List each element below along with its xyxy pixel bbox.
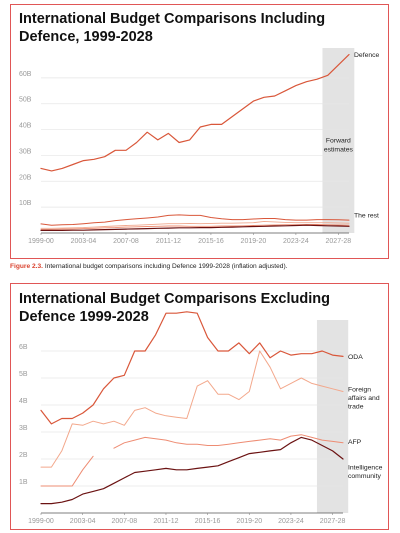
series-label: Defence (354, 52, 380, 59)
figure-label: Figure 2.3. (10, 263, 43, 270)
x-tick-label: 2007-08 (111, 518, 137, 525)
x-tick-label: 2019-20 (236, 518, 262, 525)
chart-panel-including-defence: International Budget Comparisons Includi… (10, 4, 389, 259)
series-line-foreign-affairs-and-trade (40, 350, 344, 468)
series-label: ODA (348, 354, 363, 361)
chart-title: International Budget Comparisons Excludi… (19, 291, 330, 325)
chart-title: International Budget Comparisons Includi… (19, 11, 326, 45)
series-line (40, 224, 350, 231)
y-tick-label: 50B (19, 97, 32, 104)
forward-estimates-region (316, 320, 349, 513)
x-tick-label: 2015-16 (195, 518, 221, 525)
y-tick-label: 40B (19, 123, 32, 130)
series-line-defence (40, 54, 350, 172)
y-tick-label: 30B (19, 148, 32, 155)
y-tick-label: 60B (19, 71, 32, 78)
series-line (40, 224, 350, 230)
x-tick-label: 1999-00 (28, 238, 54, 245)
x-tick-label: 2015-16 (198, 238, 224, 245)
x-tick-label: 2023-24 (278, 518, 304, 525)
y-tick-label: 2B (19, 452, 28, 459)
y-tick-label: 4B (19, 398, 28, 405)
series-line-afp (40, 434, 344, 487)
line-chart-excluding-defence: 1B 2B 3B 4B 5B 6B 1999-00 2003-04 2007-08 2011-12… (19, 311, 383, 525)
figure-caption: Figure 2.3. International budget compari… (10, 263, 390, 270)
series-label: Foreign affairs and trade (348, 386, 380, 410)
x-tick-label: 2023-24 (283, 238, 309, 245)
x-tick-label: 2027-28 (326, 238, 352, 245)
y-tick-label: 1B (19, 479, 28, 486)
series-line (40, 220, 350, 229)
y-tick-label: 10B (19, 200, 32, 207)
x-tick-label: 2003-04 (71, 238, 97, 245)
series-line-the-rest (40, 214, 350, 226)
x-tick-label: 2003-04 (70, 518, 96, 525)
series-label: AFP (348, 439, 362, 446)
y-tick-label: 3B (19, 425, 28, 432)
forward-estimates-region (322, 48, 355, 233)
series-label: Intelligence community (348, 465, 383, 481)
y-tick-label: 20B (19, 174, 32, 181)
forward-estimates-label: estimates (324, 147, 354, 154)
x-tick-label: 2027-28 (320, 518, 346, 525)
x-tick-label: 2007-08 (113, 238, 139, 245)
series-line-oda (40, 311, 344, 425)
chart-panel-excluding-defence: International Budget Comparisons Excludi… (10, 283, 389, 530)
x-tick-label: 2019-20 (241, 238, 267, 245)
x-tick-label: 2011-12 (153, 518, 178, 525)
series-label: The rest (354, 212, 379, 219)
x-tick-label: 1999-00 (28, 518, 54, 525)
series-line-intelligence-community (40, 436, 344, 505)
x-tick-label: 2011-12 (156, 238, 181, 245)
figure-caption-text: International budget comparisons includi… (42, 263, 288, 270)
line-chart-including-defence: Forward estimates 10B 20B 30B 40B 50B 60B 1999-0… (19, 48, 380, 245)
y-tick-label: 6B (19, 344, 28, 351)
forward-estimates-label: Forward (326, 138, 351, 145)
y-tick-label: 5B (19, 371, 28, 378)
